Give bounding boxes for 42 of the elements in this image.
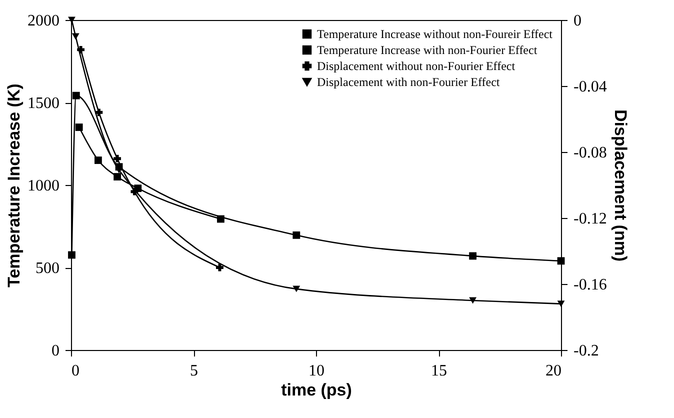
point — [469, 297, 477, 304]
y-tick-label: 1000 — [28, 178, 60, 194]
y2-tick-label: -0.2 — [574, 342, 599, 360]
point — [557, 300, 565, 308]
point — [114, 173, 122, 180]
point — [292, 231, 300, 239]
y-axis-title: Temperature Increase (K) — [4, 84, 24, 288]
point — [557, 257, 565, 265]
point — [130, 188, 138, 196]
y2-tick-label: 0 — [574, 12, 582, 30]
point — [75, 124, 83, 131]
x-tick-label: 20 — [546, 362, 562, 380]
y-tick-label: 1500 — [28, 95, 60, 112]
legend-label: Temperature Increase with non-Fourier Effect — [317, 43, 538, 57]
point — [94, 156, 102, 164]
point — [216, 215, 224, 223]
y2-tick-label: -0.12 — [574, 210, 607, 228]
y-tick-label: 2000 — [28, 12, 60, 30]
legend-label: Displacement without non-Fourier Effect — [317, 59, 516, 73]
point — [469, 252, 477, 260]
x-tick-label: 15 — [431, 362, 447, 380]
x-axis-title: time (ps) — [281, 380, 352, 400]
y2-tick-label: -0.16 — [574, 276, 607, 294]
point — [72, 92, 80, 100]
point — [72, 33, 80, 40]
y2-tick-label: -0.08 — [574, 144, 607, 162]
x-tick-label: 10 — [308, 362, 324, 380]
point — [77, 46, 85, 54]
y2-axis-title: Displacement (nm) — [610, 109, 630, 262]
x-tick-label: 5 — [190, 362, 198, 380]
legend-label: Temperature Increase without non-Foureir Effect — [317, 27, 554, 41]
point — [216, 264, 224, 272]
legend-label: Displacement with non-Fourier Effect — [317, 75, 500, 89]
y-tick-label: 0 — [52, 342, 60, 360]
point — [95, 108, 103, 116]
y-tick-label: 500 — [36, 260, 60, 277]
point — [115, 166, 123, 174]
point — [292, 286, 300, 292]
point — [114, 154, 122, 162]
y2-tick-label: -0.04 — [574, 78, 607, 96]
point — [68, 251, 76, 259]
x-tick-label: 0 — [72, 362, 80, 380]
